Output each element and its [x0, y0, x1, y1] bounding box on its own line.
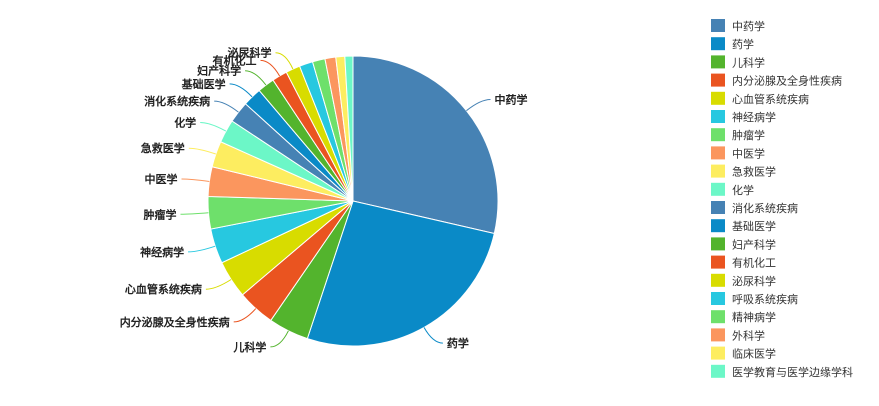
label-connector: [205, 279, 232, 290]
legend-item[interactable]: 神经病学: [711, 110, 776, 124]
legend-label: 肿瘤学: [732, 128, 765, 142]
legend-item[interactable]: 精神病学: [711, 310, 776, 324]
legend-swatch: [711, 146, 725, 160]
label-connector: [260, 59, 281, 77]
slice-label: 基础医学: [181, 77, 226, 91]
slice-label: 妇产科学: [196, 64, 241, 78]
legend-item[interactable]: 泌尿科学: [711, 273, 776, 288]
legend-swatch: [711, 310, 725, 324]
legend-label: 消化系统疾病: [732, 201, 798, 215]
legend-label: 医学教育与医学边缘学科: [732, 365, 853, 379]
legend-label: 有机化工: [732, 256, 776, 270]
legend-item[interactable]: 外科学: [711, 328, 765, 342]
legend-swatch: [711, 292, 725, 305]
label-connector: [181, 178, 210, 182]
legend-swatch: [711, 255, 725, 269]
legend-label: 临床医学: [732, 347, 776, 361]
legend-item[interactable]: 内分泌腺及全身性疾病: [711, 73, 842, 88]
legend-item[interactable]: 临床医学: [711, 346, 776, 361]
legend-item[interactable]: 妇产科学: [711, 237, 776, 251]
legend: 中药学药学儿科学内分泌腺及全身性疾病心血管系统疾病神经病学肿瘤学中医学急救医学化…: [711, 19, 853, 379]
label-connector: [270, 330, 289, 348]
label-connector: [423, 327, 443, 344]
legend-item[interactable]: 基础医学: [711, 219, 776, 233]
label-connector: [214, 100, 239, 113]
legend-label: 精神病学: [732, 310, 776, 324]
slice-label: 化学: [174, 116, 196, 130]
legend-swatch: [711, 201, 725, 214]
legend-label: 呼吸系统疾病: [732, 292, 798, 306]
label-connector: [200, 122, 227, 132]
legend-swatch: [711, 73, 725, 87]
legend-item[interactable]: 有机化工: [711, 255, 776, 270]
legend-label: 心血管系统疾病: [732, 92, 809, 106]
label-connector: [229, 83, 253, 98]
legend-item[interactable]: 药学: [711, 37, 754, 51]
legend-label: 药学: [732, 37, 754, 51]
slice-label: 中药学: [495, 93, 528, 107]
label-connector: [233, 308, 257, 323]
legend-swatch: [711, 91, 725, 105]
label-connector: [188, 245, 216, 253]
legend-label: 急救医学: [732, 165, 776, 179]
legend-swatch: [711, 346, 725, 360]
legend-item[interactable]: 医学教育与医学边缘学科: [711, 364, 853, 379]
legend-label: 中药学: [732, 19, 765, 33]
pie-slices: [207, 55, 499, 347]
slice-label: 急救医学: [141, 141, 185, 155]
slice-label: 肿瘤学: [144, 207, 177, 221]
legend-swatch: [711, 55, 725, 69]
legend-item[interactable]: 急救医学: [711, 164, 776, 179]
legend-label: 泌尿科学: [732, 274, 776, 288]
legend-swatch: [711, 364, 725, 378]
slice-label: 消化系统疾病: [144, 94, 210, 108]
legend-label: 妇产科学: [732, 237, 776, 251]
legend-label: 内分泌腺及全身性疾病: [732, 74, 842, 88]
legend-item[interactable]: 化学: [711, 182, 754, 197]
legend-item[interactable]: 中医学: [711, 146, 765, 160]
legend-swatch: [711, 164, 725, 178]
label-connector: [275, 52, 294, 70]
legend-swatch: [711, 237, 725, 251]
legend-item[interactable]: 中药学: [711, 19, 765, 33]
slice-label: 心血管系统疾病: [125, 282, 202, 296]
pie-slice[interactable]: [344, 55, 354, 202]
legend-label: 儿科学: [732, 55, 765, 69]
legend-label: 外科学: [732, 328, 765, 342]
legend-label: 神经病学: [732, 110, 776, 124]
slice-label: 泌尿科学: [228, 46, 272, 60]
pie-slice[interactable]: [306, 200, 495, 347]
legend-item[interactable]: 消化系统疾病: [711, 201, 798, 215]
slice-label: 中医学: [145, 172, 178, 186]
legend-item[interactable]: 呼吸系统疾病: [711, 292, 798, 306]
legend-swatch: [711, 19, 725, 32]
legend-swatch: [711, 128, 725, 142]
legend-swatch: [711, 110, 725, 123]
legend-swatch: [711, 273, 725, 287]
slice-label: 药学: [447, 336, 469, 350]
label-connector: [188, 147, 216, 155]
slice-label: 神经病学: [140, 245, 184, 259]
slice-label: 有机化工: [213, 53, 257, 67]
legend-swatch: [711, 219, 725, 233]
legend-swatch: [711, 328, 725, 342]
label-connector: [245, 70, 267, 86]
label-connector: [180, 212, 209, 215]
legend-item[interactable]: 心血管系统疾病: [711, 91, 809, 106]
legend-swatch: [711, 37, 725, 51]
legend-label: 中医学: [732, 146, 765, 160]
slice-label: 儿科学: [232, 340, 266, 354]
legend-item[interactable]: 肿瘤学: [711, 128, 765, 142]
legend-swatch: [711, 182, 725, 196]
legend-label: 基础医学: [732, 219, 776, 233]
legend-item[interactable]: 儿科学: [711, 55, 765, 69]
legend-label: 化学: [732, 183, 754, 197]
label-connector: [466, 99, 491, 112]
slice-label: 内分泌腺及全身性疾病: [120, 315, 230, 329]
